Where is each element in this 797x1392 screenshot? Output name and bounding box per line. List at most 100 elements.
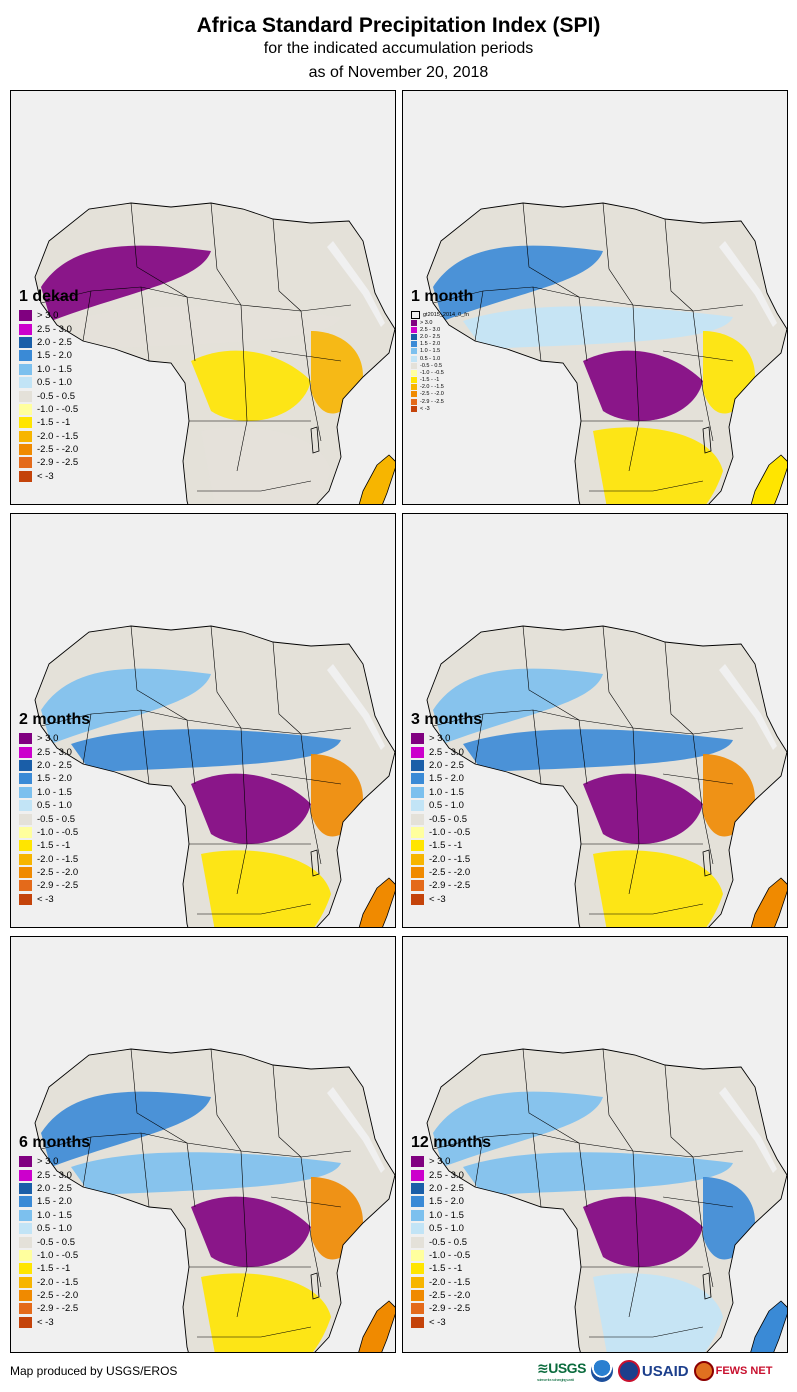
legend-item: -2.9 - -2.5 bbox=[411, 398, 469, 405]
spi-region-central bbox=[583, 773, 703, 844]
legend-swatch bbox=[19, 1182, 32, 1194]
panel-title: 2 months bbox=[19, 711, 91, 728]
spi-legend: > 3.0 2.5 - 3.0 2.0 - 2.5 1.5 - 2.0 1.0 - 1.… bbox=[19, 309, 78, 483]
legend-caption-box bbox=[411, 310, 420, 319]
legend-swatch bbox=[19, 773, 32, 785]
legend-item: 1.5 - 2.0 bbox=[411, 341, 469, 348]
spi-region-sahel bbox=[71, 306, 341, 349]
legend-swatch bbox=[19, 746, 32, 758]
legend-swatch bbox=[411, 853, 424, 865]
country-border bbox=[602, 1048, 634, 1152]
spi-legend: > 3.0 2.5 - 3.0 2.0 - 2.5 1.5 - 2.0 1.0 - 1.… bbox=[19, 732, 78, 906]
country-border bbox=[474, 1136, 484, 1188]
legend-item: -1.5 - -1 bbox=[19, 839, 78, 852]
legend-label: 2.0 - 2.5 bbox=[429, 759, 464, 771]
country-border bbox=[272, 1064, 302, 1158]
legend-item: 0.5 - 1.0 bbox=[19, 799, 78, 812]
legend-swatch bbox=[411, 1169, 424, 1181]
legend-item: > 3.0 bbox=[19, 732, 78, 745]
country-border bbox=[197, 480, 312, 492]
usgs-logo-text: USGS bbox=[548, 1360, 586, 1376]
country-border bbox=[662, 350, 734, 362]
legend-swatch bbox=[19, 840, 32, 852]
legend-swatch bbox=[19, 1303, 32, 1315]
spi-region-wet_west bbox=[41, 668, 211, 744]
legend-swatch bbox=[411, 746, 424, 758]
country-border bbox=[474, 713, 484, 765]
legend-label: < -3 bbox=[429, 1316, 446, 1328]
legend-item: -2.5 - -2.0 bbox=[19, 443, 78, 456]
spi-region-wet_west bbox=[433, 1091, 603, 1167]
legend-swatch bbox=[411, 391, 417, 398]
legend-label: 2.0 - 2.5 bbox=[37, 336, 72, 348]
legend-item: -0.5 - 0.5 bbox=[19, 1235, 78, 1248]
legend-label: < -3 bbox=[37, 893, 54, 905]
lake bbox=[702, 1272, 712, 1300]
legend-item: > 3.0 bbox=[411, 319, 469, 326]
legend-label: 2.0 - 2.5 bbox=[429, 1182, 464, 1194]
legend-item: -2.0 - -1.5 bbox=[19, 430, 78, 443]
legend-label: 2.5 - 3.0 bbox=[429, 746, 464, 758]
legend-swatch bbox=[19, 880, 32, 892]
legend-label: -2.9 - -2.5 bbox=[429, 880, 471, 892]
country-border bbox=[522, 625, 580, 721]
legend-item: -2.9 - -2.5 bbox=[19, 879, 78, 892]
spi-region-sahel bbox=[463, 1152, 733, 1195]
madagascar bbox=[750, 454, 787, 504]
legend-item: -0.5 - 0.5 bbox=[411, 362, 469, 369]
legend-swatch bbox=[411, 1196, 424, 1208]
legend-swatch bbox=[411, 733, 424, 745]
legend-label: -0.5 - 0.5 bbox=[429, 813, 468, 825]
legend-swatch bbox=[411, 893, 424, 905]
coastline bbox=[34, 1048, 395, 1352]
legend-item: 1.0 - 1.5 bbox=[19, 363, 78, 376]
legend-swatch bbox=[411, 341, 417, 348]
legend-item: -2.0 - -1.5 bbox=[411, 853, 470, 866]
legend-label: 1.0 - 1.5 bbox=[420, 348, 441, 355]
legend-label: < -3 bbox=[420, 405, 430, 412]
legend-item: -2.9 - -2.5 bbox=[19, 1302, 78, 1315]
legend-label: -1.5 - -1 bbox=[37, 417, 71, 429]
map-title: Africa Standard Precipitation Index (SPI… bbox=[196, 14, 601, 37]
spi-legend: gt2015_2014_0_fn > 3.0 2.5 - 3.0 2.0 - 2.5 1… bbox=[411, 310, 469, 412]
legend-swatch bbox=[411, 1223, 424, 1235]
legend-label: -1.0 - -0.5 bbox=[37, 1249, 79, 1261]
legend-label: -1.0 - -0.5 bbox=[37, 826, 79, 838]
panel-title: 12 months bbox=[411, 1134, 492, 1151]
legend-swatch bbox=[411, 1182, 424, 1194]
country-border bbox=[272, 218, 302, 312]
legend-swatch bbox=[19, 363, 32, 375]
legend-label: < -3 bbox=[37, 1316, 54, 1328]
map-date: as of November 20, 2018 bbox=[308, 64, 489, 81]
usgs-logo: ≋USGS science for a changing world bbox=[537, 1360, 586, 1382]
legend-label: -0.5 - 0.5 bbox=[37, 813, 76, 825]
country-border bbox=[140, 286, 150, 362]
legend-item: > 3.0 bbox=[411, 732, 470, 745]
spi-legend: > 3.0 2.5 - 3.0 2.0 - 2.5 1.5 - 2.0 1.0 - 1.… bbox=[19, 1155, 78, 1329]
legend-label: 2.0 - 2.5 bbox=[420, 333, 441, 340]
legend-label: -2.0 - -1.5 bbox=[37, 853, 79, 865]
legend-label: 1.5 - 2.0 bbox=[37, 1196, 72, 1208]
country-border bbox=[578, 296, 588, 362]
legend-swatch bbox=[19, 1263, 32, 1275]
legend-swatch bbox=[411, 813, 424, 825]
legend-label: -0.5 - 0.5 bbox=[429, 1236, 468, 1248]
legend-label: 2.5 - 3.0 bbox=[37, 323, 72, 335]
legend-item: -1.5 - -1 bbox=[19, 416, 78, 429]
legend-label: -1.5 - -1 bbox=[429, 1263, 463, 1275]
legend-label: -0.5 - 0.5 bbox=[37, 1236, 76, 1248]
legend-label: -2.0 - -1.5 bbox=[37, 430, 79, 442]
legend-item: -2.5 - -2.0 bbox=[411, 866, 470, 879]
country-border bbox=[692, 310, 714, 442]
legend-swatch bbox=[19, 1156, 32, 1168]
country-border bbox=[664, 641, 694, 735]
legend-label: 0.5 - 1.0 bbox=[420, 355, 441, 362]
country-border bbox=[662, 1196, 734, 1208]
legend-item: -1.0 - -0.5 bbox=[19, 1249, 78, 1262]
legend-swatch bbox=[411, 1303, 424, 1315]
legend-item: -1.0 - -0.5 bbox=[19, 403, 78, 416]
legend-label: -2.5 - -2.0 bbox=[37, 1290, 79, 1302]
spi-region-south bbox=[593, 850, 723, 927]
legend-label: -2.0 - -1.5 bbox=[420, 384, 444, 391]
country-border bbox=[522, 202, 580, 298]
